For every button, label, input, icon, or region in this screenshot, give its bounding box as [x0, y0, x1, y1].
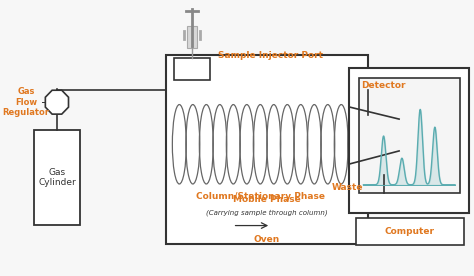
Text: Computer: Computer — [385, 227, 435, 236]
FancyBboxPatch shape — [349, 68, 469, 213]
FancyBboxPatch shape — [173, 59, 210, 80]
FancyBboxPatch shape — [368, 95, 399, 175]
Text: Mobile Phase: Mobile Phase — [233, 195, 301, 204]
Text: Oven: Oven — [254, 235, 280, 244]
FancyBboxPatch shape — [166, 55, 368, 245]
Polygon shape — [46, 90, 69, 114]
Text: Detector: Detector — [361, 81, 406, 90]
Text: Gas
Flow
Regulator: Gas Flow Regulator — [2, 87, 50, 117]
Text: Gas
Cylinder: Gas Cylinder — [38, 168, 76, 187]
FancyBboxPatch shape — [359, 78, 460, 193]
FancyBboxPatch shape — [356, 217, 464, 245]
Text: (Carrying sample through column): (Carrying sample through column) — [206, 209, 328, 216]
FancyBboxPatch shape — [187, 26, 197, 49]
Text: Column/Stationary Phase: Column/Stationary Phase — [196, 192, 326, 201]
Text: Sample Injector Port: Sample Injector Port — [218, 51, 323, 60]
Text: Waste: Waste — [332, 183, 364, 192]
FancyBboxPatch shape — [34, 130, 80, 225]
